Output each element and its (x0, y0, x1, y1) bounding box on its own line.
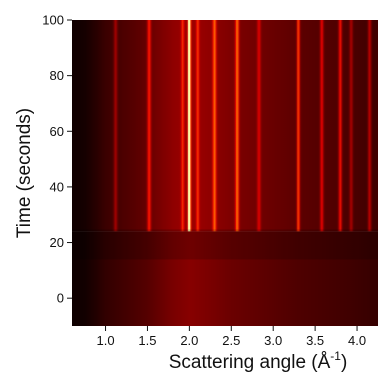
y-axis: 0 20 40 60 80 100 (42, 13, 72, 306)
x-tick-label: 3.0 (264, 333, 282, 348)
heatmap-band-before-onset (72, 231, 378, 326)
y-tick-label: 20 (50, 235, 64, 250)
x-tick-label: 4.0 (348, 333, 366, 348)
x-tick-label: 1.0 (96, 333, 114, 348)
y-tick-label: 0 (57, 291, 64, 306)
x-axis: 1.0 1.5 2.0 2.5 3.0 3.5 4.0 (96, 326, 366, 348)
y-axis-label: Time (seconds) (14, 108, 35, 238)
x-tick-label: 2.5 (222, 333, 240, 348)
plot-area (72, 20, 378, 326)
y-tick-label: 100 (42, 13, 64, 28)
heatmap-band-after-onset (72, 20, 378, 232)
x-tick-label: 2.0 (180, 333, 198, 348)
y-tick-label: 80 (50, 68, 64, 83)
x-tick-label: 1.5 (138, 333, 156, 348)
x-axis-label-superscript: -1 (330, 349, 341, 363)
onset-transition-shade (72, 229, 378, 260)
x-axis-label: Scattering angle (Å-1) (169, 349, 348, 373)
x-tick-label: 3.5 (306, 333, 324, 348)
y-tick-label: 60 (50, 124, 64, 139)
y-tick-label: 40 (50, 179, 64, 194)
